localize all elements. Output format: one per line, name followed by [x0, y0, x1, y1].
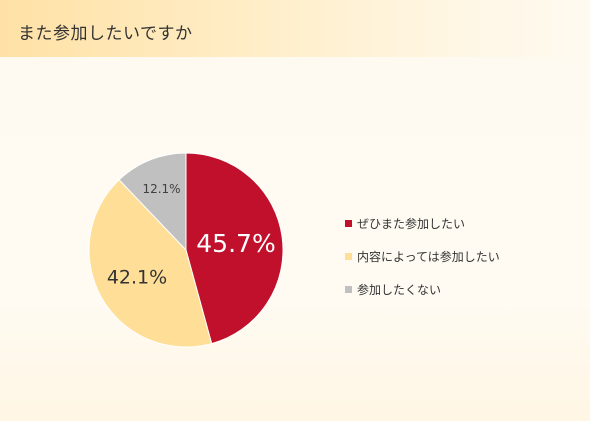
- legend-swatch: [345, 286, 352, 293]
- pie-slice-1: [185, 152, 284, 345]
- legend-item-2: 内容によっては参加したい: [345, 246, 500, 267]
- pie-slice-2: [88, 179, 213, 348]
- legend-item-3: 参加したくない: [345, 279, 500, 300]
- legend-item-1: ぜひまた参加したい: [345, 213, 500, 234]
- legend-label: 参加したくない: [357, 283, 442, 297]
- title-bar: また参加したいですか: [0, 0, 590, 57]
- pie-slice-label-1: 45.7%: [196, 229, 275, 258]
- legend-label: 内容によっては参加したい: [357, 250, 500, 264]
- pie-slice-label-2: 42.1%: [107, 267, 167, 289]
- legend-swatch: [345, 220, 352, 227]
- chart-legend: ぜひまた参加したい内容によっては参加したい 参加したくない: [345, 213, 500, 312]
- legend-swatch: [345, 253, 352, 260]
- pie-slice-label-3: 12.1%: [142, 182, 180, 196]
- page-title: また参加したいですか: [18, 24, 193, 44]
- legend-label: ぜひまた参加したい: [357, 217, 466, 231]
- pie-slice-3: [118, 152, 187, 252]
